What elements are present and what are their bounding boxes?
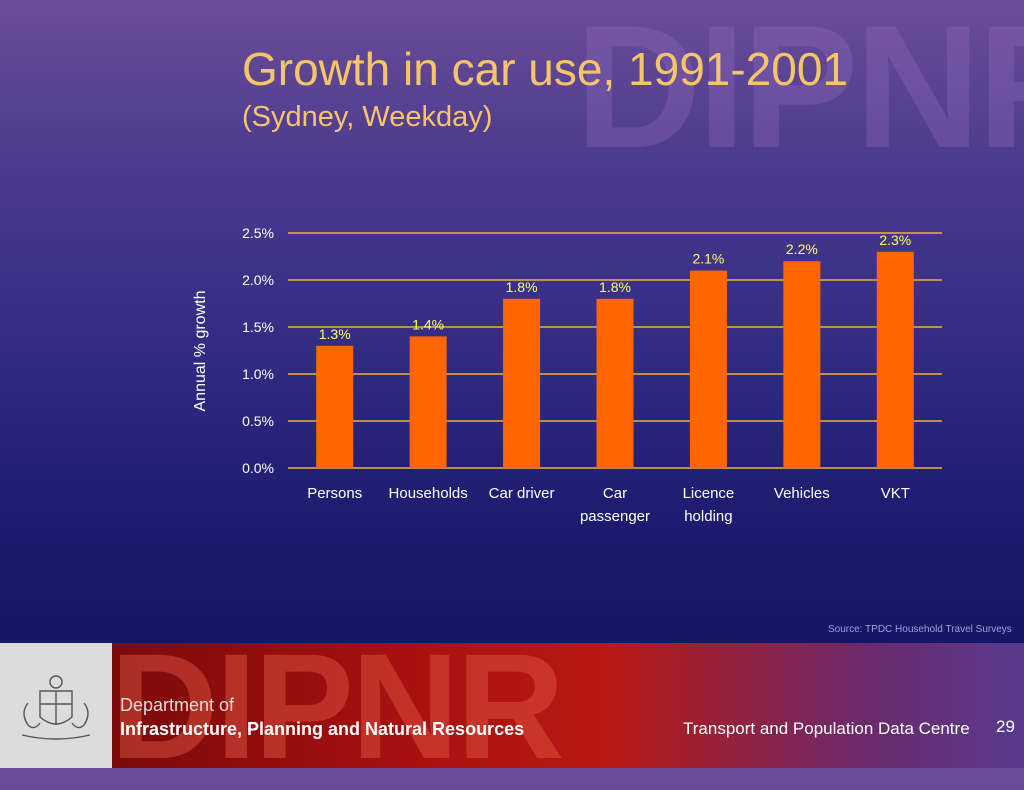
coat-of-arms-icon [21, 675, 91, 740]
bar [596, 298, 634, 468]
x-tick-label: Vehicles [774, 485, 830, 502]
bar [409, 336, 447, 468]
x-tick-label: Car [603, 485, 627, 502]
x-tick-label: passenger [580, 508, 650, 525]
x-tick-label: Households [389, 485, 468, 502]
y-tick-label: 1.0% [242, 366, 274, 382]
y-tick-label: 0.5% [242, 413, 274, 429]
bar [783, 261, 821, 468]
slide-title: Growth in car use, 1991-2001 [242, 43, 849, 95]
x-tick-label: VKT [881, 485, 910, 502]
bar [876, 251, 914, 468]
y-tick-label: 1.5% [242, 319, 274, 335]
footer-banner: DIPNR Department of Infrastructure, Plan… [0, 631, 1024, 781]
dipnr-watermark: DIPNR [575, 0, 1024, 185]
bar-value-label: 1.4% [412, 316, 444, 332]
bar [503, 298, 541, 468]
x-tick-label: holding [684, 508, 732, 525]
bar [689, 270, 727, 468]
source-note: Source: TPDC Household Travel Surveys [828, 624, 1012, 635]
centre-name: Transport and Population Data Centre [683, 719, 970, 738]
y-axis-title: Annual % growth [192, 291, 209, 412]
department-line-1: Department of [120, 695, 235, 715]
x-tick-label: Licence [683, 485, 735, 502]
slide-subtitle: (Sydney, Weekday) [242, 101, 493, 133]
bar-chart: 0.0% 0.5% 1.0% 1.5% 2.0% 2.5% Annual % growth 1… [192, 225, 942, 525]
x-tick-label: Car driver [489, 485, 555, 502]
bar-value-label: 2.1% [692, 251, 724, 267]
page-number: 29 [996, 717, 1015, 736]
y-tick-label: 2.0% [242, 272, 274, 288]
department-line-2: Infrastructure, Planning and Natural Res… [120, 719, 525, 739]
bar-value-label: 1.3% [319, 326, 351, 342]
footer-dipnr-watermark: DIPNR [110, 622, 565, 790]
y-tick-label: 2.5% [242, 225, 274, 241]
y-tick-label: 0.0% [242, 460, 274, 476]
bar-value-label: 1.8% [599, 279, 631, 295]
bar-value-label: 2.3% [879, 232, 911, 248]
x-tick-label: Persons [307, 485, 362, 502]
bar-value-label: 2.2% [786, 241, 818, 257]
bar [316, 345, 354, 468]
bar-value-label: 1.8% [506, 279, 538, 295]
